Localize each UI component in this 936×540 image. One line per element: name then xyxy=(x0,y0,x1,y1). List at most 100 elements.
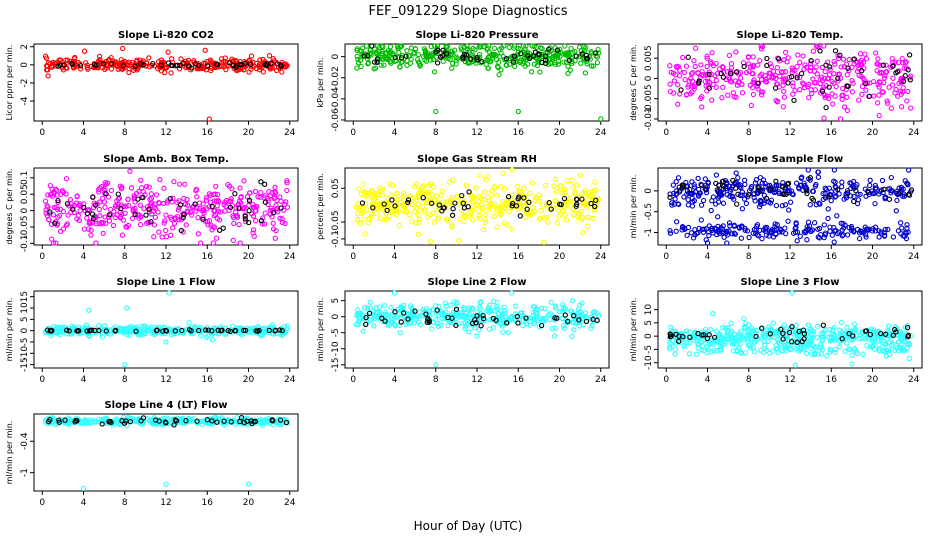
data-point xyxy=(225,181,231,188)
x-tick-label: 24 xyxy=(595,128,607,138)
data-point xyxy=(892,326,898,333)
x-tick-label: 16 xyxy=(826,128,838,138)
data-point xyxy=(691,184,698,190)
data-point xyxy=(209,418,215,424)
data-point xyxy=(805,167,811,173)
data-point xyxy=(757,174,764,181)
x-tick-label: 8 xyxy=(433,128,439,138)
data-point xyxy=(170,421,176,427)
data-point xyxy=(491,213,498,219)
data-point xyxy=(908,105,914,111)
data-point xyxy=(844,324,850,330)
data-point xyxy=(839,336,845,342)
data-point xyxy=(876,112,882,119)
data-point xyxy=(453,306,460,312)
data-point xyxy=(356,186,362,192)
panel-title: Slope Line 2 Flow xyxy=(428,277,527,288)
data-point xyxy=(724,333,730,339)
data-point xyxy=(74,193,80,200)
data-point xyxy=(412,308,418,314)
data-point xyxy=(813,181,819,188)
outlier-point xyxy=(515,108,521,115)
data-point xyxy=(750,64,756,70)
data-point xyxy=(675,175,682,181)
data-point xyxy=(397,43,404,49)
data-point xyxy=(382,207,388,214)
y-tick-label: -5 xyxy=(644,345,654,354)
data-point xyxy=(847,180,853,186)
data-point xyxy=(790,191,796,198)
data-point xyxy=(156,229,162,235)
data-point xyxy=(560,186,566,192)
data-point xyxy=(754,222,761,228)
data-point xyxy=(536,51,542,58)
data-point xyxy=(537,195,543,201)
data-point xyxy=(860,351,866,357)
data-point xyxy=(551,205,557,212)
data-point xyxy=(515,320,521,326)
data-point xyxy=(899,346,905,353)
data-point xyxy=(443,303,449,309)
data-point xyxy=(832,194,838,200)
data-point xyxy=(466,189,472,195)
data-point xyxy=(840,220,846,227)
data-point xyxy=(415,51,422,58)
data-point xyxy=(775,339,782,345)
data-point xyxy=(493,202,499,208)
data-point xyxy=(471,194,478,200)
data-point xyxy=(720,74,727,80)
data-point xyxy=(803,350,810,357)
data-point xyxy=(449,222,455,229)
data-point xyxy=(871,190,877,197)
data-point xyxy=(854,200,861,207)
data-point xyxy=(427,212,433,218)
data-point xyxy=(758,92,765,98)
data-point xyxy=(449,212,456,218)
data-point xyxy=(379,315,385,321)
x-tick-label: 20 xyxy=(867,252,879,262)
data-point xyxy=(709,97,715,103)
data-point xyxy=(801,84,808,91)
data-point xyxy=(481,189,488,195)
data-point xyxy=(248,53,255,59)
data-point xyxy=(128,185,135,191)
data-point xyxy=(897,88,904,94)
data-point xyxy=(782,225,788,231)
data-point xyxy=(534,62,541,69)
data-point xyxy=(416,219,422,225)
data-point xyxy=(505,329,511,336)
data-point xyxy=(746,322,752,328)
data-point xyxy=(763,232,769,238)
data-point xyxy=(819,88,826,94)
data-point xyxy=(354,310,361,317)
data-point xyxy=(517,213,523,219)
data-point xyxy=(205,333,211,339)
data-point xyxy=(838,220,844,226)
outlier-point xyxy=(166,290,172,296)
data-point xyxy=(372,315,378,322)
data-point xyxy=(857,191,863,198)
data-point xyxy=(592,179,598,185)
outlier-point xyxy=(81,48,88,54)
data-point xyxy=(261,195,267,201)
data-point xyxy=(719,324,726,331)
data-point xyxy=(774,81,781,87)
data-point xyxy=(528,211,534,218)
y-tick-label: 0 xyxy=(644,333,654,339)
data-point xyxy=(171,220,178,227)
data-point xyxy=(216,217,223,223)
data-point xyxy=(498,50,504,56)
data-point xyxy=(854,226,861,233)
data-point xyxy=(732,231,738,237)
data-point xyxy=(162,419,169,425)
x-tick-label: 24 xyxy=(284,252,296,262)
data-point xyxy=(802,62,808,68)
data-point xyxy=(699,104,705,110)
data-point xyxy=(74,328,80,334)
data-point xyxy=(709,198,715,204)
data-point xyxy=(594,59,601,66)
data-point xyxy=(415,212,421,218)
data-point xyxy=(593,197,599,203)
data-point xyxy=(698,62,704,68)
